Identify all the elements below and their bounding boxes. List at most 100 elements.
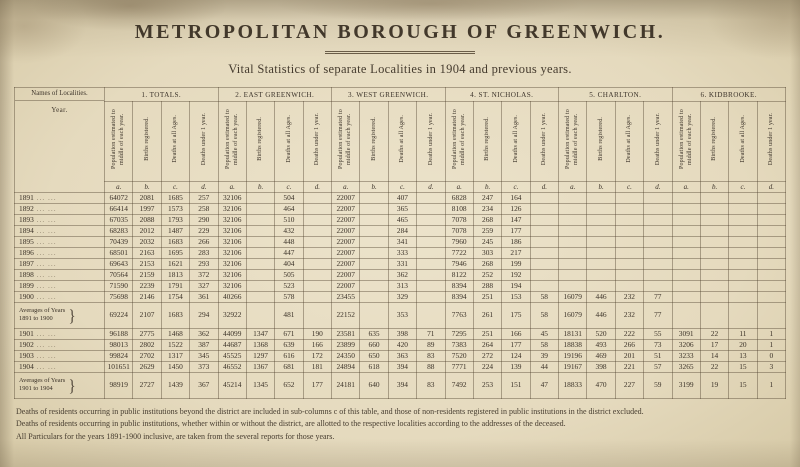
column-header-d: Deaths under 1 year. [529, 101, 560, 182]
data-cell: 1368 [245, 339, 276, 351]
column-letter: d. [643, 181, 673, 193]
data-cell: 3265 [671, 361, 701, 373]
column-letter: d. [529, 181, 560, 193]
data-cell: 23581 [330, 328, 361, 340]
data-cell: 261 [472, 302, 503, 329]
data-cell [728, 258, 758, 270]
data-cell [643, 203, 673, 215]
data-cell: 1 [756, 328, 787, 340]
data-cell: 284 [387, 225, 418, 237]
column-header-a: Population estimated to middle of each y… [330, 101, 361, 182]
year-label: 1892 [19, 205, 57, 214]
row-label-cell: 1899 [14, 280, 105, 292]
data-cell [586, 236, 616, 248]
data-cell: 268 [472, 214, 503, 226]
data-cell [699, 225, 730, 237]
data-cell: 1367 [245, 361, 276, 373]
group-header-charlton: 5. CHARLTON. [558, 87, 673, 102]
data-cell: 75698 [103, 291, 134, 303]
column-header-c: Deaths at all Ages. [160, 101, 191, 182]
column-header-a: Population estimated to middle of each y… [444, 101, 474, 182]
column-header-d: Deaths under 1 year. [302, 101, 333, 182]
data-cell: 7722 [444, 247, 474, 259]
data-cell: 44687 [217, 339, 247, 351]
data-cell: 32106 [217, 192, 247, 204]
data-cell: 22 [699, 361, 730, 373]
data-cell [557, 203, 588, 215]
data-cell [756, 214, 787, 226]
data-cell: 420 [387, 339, 418, 351]
row-label-cell: 1894 [14, 225, 105, 237]
data-cell: 68283 [103, 225, 134, 237]
data-cell: 96188 [103, 328, 134, 340]
data-cell [359, 192, 389, 204]
footnote-1: Deaths of residents occurring in public … [16, 407, 644, 416]
row-label-cell: Averages of Years 1901 to 1904} [14, 372, 105, 399]
data-cell: 283 [189, 247, 219, 259]
data-cell [557, 247, 588, 259]
data-cell: 172 [302, 350, 333, 362]
page-subtitle: Vital Statistics of separate Localities … [228, 62, 572, 76]
data-cell: 55 [643, 328, 673, 340]
data-cell: 46552 [217, 361, 247, 373]
data-cell: 288 [472, 280, 503, 292]
data-cell [586, 214, 616, 226]
data-cell: 266 [614, 339, 645, 351]
data-cell: 24894 [330, 361, 361, 373]
data-cell [302, 280, 333, 292]
year-label: 1896 [19, 249, 57, 258]
data-cell [643, 258, 673, 270]
data-cell [529, 192, 560, 204]
data-cell [671, 247, 701, 259]
data-cell [756, 225, 787, 237]
data-cell [728, 269, 758, 281]
data-cell: 266 [189, 236, 219, 248]
data-cell: 23899 [330, 339, 361, 351]
data-cell: 22007 [330, 247, 361, 259]
data-cell: 192 [501, 269, 531, 281]
data-cell: 14 [699, 350, 730, 362]
data-cell [586, 269, 616, 281]
data-cell: 164 [501, 192, 531, 204]
data-cell [302, 236, 333, 248]
data-cell: 1317 [160, 350, 191, 362]
data-cell: 77 [643, 291, 673, 303]
data-cell [614, 203, 645, 215]
column-header-c: Deaths at all Ages. [274, 101, 304, 182]
data-cell [699, 280, 730, 292]
data-cell: 1683 [160, 236, 191, 248]
data-cell: 1297 [245, 350, 276, 362]
data-cell [728, 302, 758, 329]
data-cell [756, 302, 787, 329]
data-cell: 58 [529, 291, 560, 303]
data-cell [728, 291, 758, 303]
data-cell: 294 [189, 302, 219, 329]
column-header-d: Deaths under 1 year. [643, 101, 673, 182]
data-cell: 224 [472, 361, 503, 373]
data-cell: 616 [274, 350, 304, 362]
data-cell [302, 192, 333, 204]
data-cell [699, 236, 730, 248]
data-cell: 464 [274, 203, 304, 215]
data-cell: 22007 [330, 269, 361, 281]
data-cell [529, 269, 560, 281]
document-page: METROPOLITAN BOROUGH OF GREENWICH. Vital… [14, 21, 787, 441]
data-cell: 7763 [444, 302, 474, 329]
data-cell: 2146 [132, 291, 162, 303]
data-cell [245, 291, 276, 303]
data-cell: 68501 [103, 247, 134, 259]
data-cell: 2727 [132, 372, 162, 399]
column-header-b: Births registered. [586, 101, 616, 182]
data-cell: 59 [643, 372, 673, 399]
data-cell: 1439 [160, 372, 191, 399]
data-cell [245, 280, 276, 292]
column-letter: a. [444, 181, 474, 193]
data-cell: 2159 [132, 269, 162, 281]
averages-row: Averages of Years 1891 to 1900} 69224 2107… [14, 302, 787, 329]
data-cell: 373 [189, 361, 219, 373]
data-cell [699, 247, 730, 259]
data-cell: 15 [728, 372, 758, 399]
